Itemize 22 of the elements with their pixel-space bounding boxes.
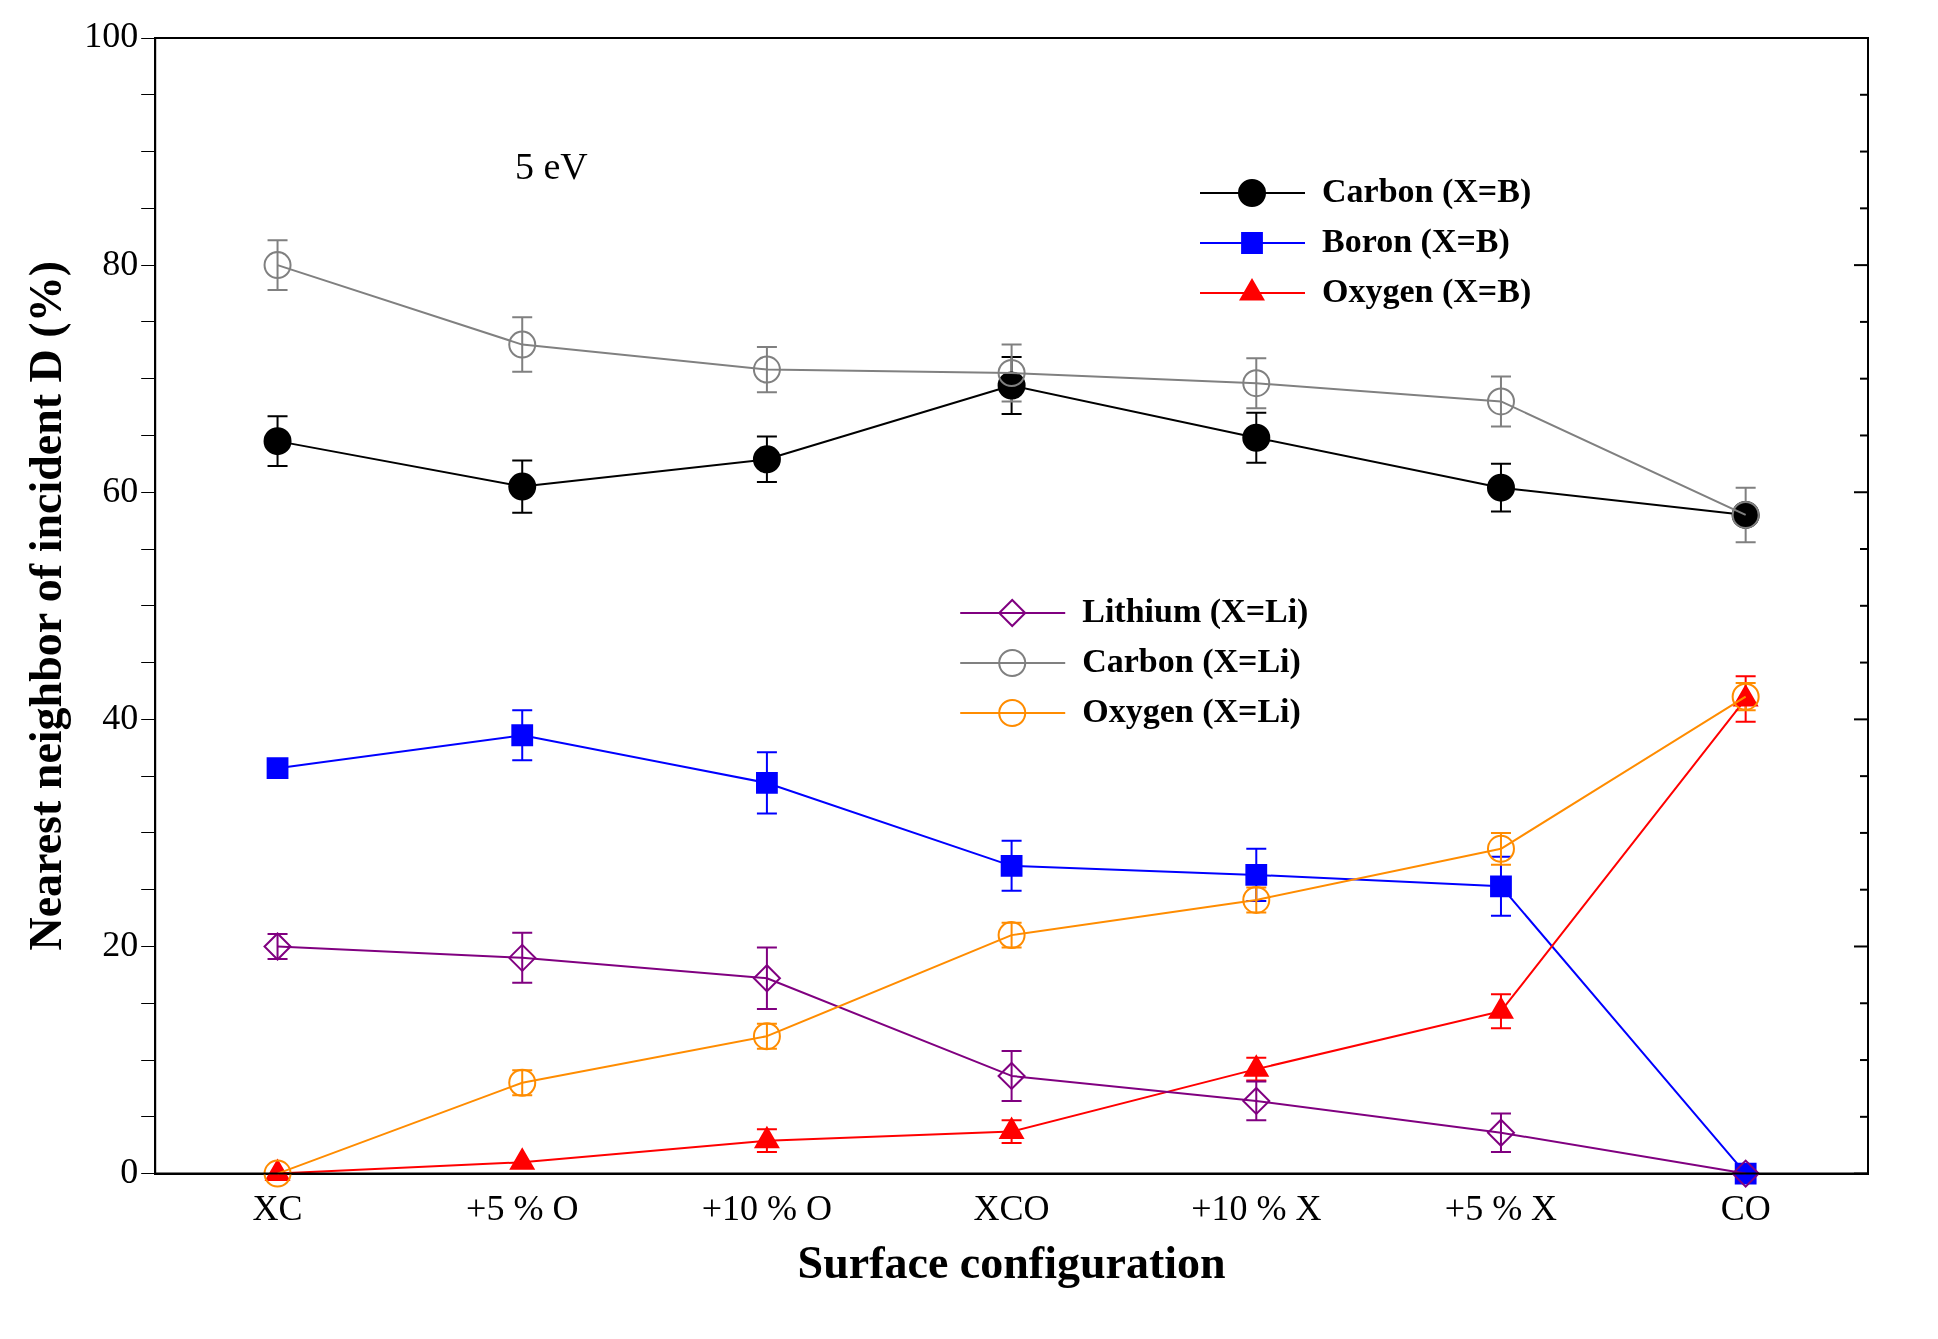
legend-label: Carbon (X=B) — [1322, 171, 1532, 210]
legend-label: Oxygen (X=Li) — [1082, 691, 1301, 730]
legend-label: Lithium (X=Li) — [1082, 591, 1309, 630]
annotation: 5 eV — [514, 144, 589, 187]
x-tick-label: XCO — [973, 1187, 1050, 1228]
y-tick-label: 80 — [102, 242, 139, 283]
x-tick-label: +5 % O — [466, 1187, 579, 1228]
x-tick-label: +10 % X — [1191, 1187, 1322, 1228]
x-tick-label: +10 % O — [701, 1187, 833, 1228]
x-axis-title: Surface configuration — [797, 1237, 1226, 1289]
legend-label: Boron (X=B) — [1322, 221, 1510, 260]
legend-label: Oxygen (X=B) — [1322, 271, 1532, 310]
y-tick-label: 100 — [84, 15, 139, 56]
y-tick-label: 60 — [102, 469, 139, 510]
x-tick-label: CO — [1720, 1187, 1771, 1228]
y-axis-title: Nearest neighbor of incident D (%) — [20, 261, 72, 951]
x-tick-label: XC — [252, 1187, 303, 1228]
legend-label: Carbon (X=Li) — [1082, 641, 1301, 680]
x-tick-label: +5 % X — [1444, 1187, 1558, 1228]
y-tick-label: 0 — [120, 1151, 139, 1192]
y-tick-label: 40 — [102, 696, 139, 737]
y-tick-label: 20 — [102, 923, 139, 964]
